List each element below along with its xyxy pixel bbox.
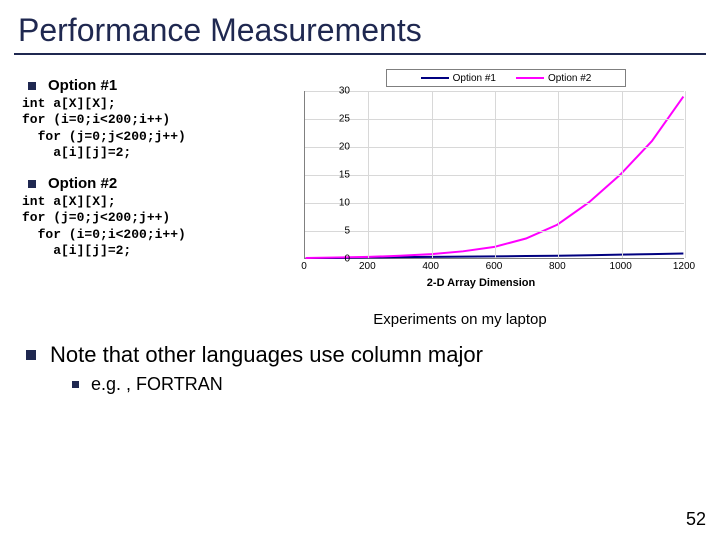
line-chart: Option #1 Option #2 2-D Array Dimension 0… bbox=[266, 69, 696, 299]
option2-heading: Option #2 bbox=[28, 175, 266, 192]
option1-label: Option #1 bbox=[48, 77, 117, 94]
xtick-label: 400 bbox=[422, 261, 439, 272]
legend-item: Option #2 bbox=[516, 73, 591, 84]
xtick-label: 0 bbox=[301, 261, 307, 272]
legend-item: Option #1 bbox=[421, 73, 496, 84]
ytick-label: 5 bbox=[320, 226, 350, 237]
ytick-label: 20 bbox=[320, 142, 350, 153]
subnote-row: e.g. , FORTRAN bbox=[72, 374, 702, 395]
xtick-label: 1200 bbox=[673, 261, 695, 272]
ytick-label: 25 bbox=[320, 114, 350, 125]
left-column: Option #1 int a[X][X]; for (i=0;i<200;i+… bbox=[18, 69, 266, 299]
square-bullet-icon bbox=[26, 350, 36, 360]
square-bullet-icon bbox=[72, 381, 79, 388]
page-number: 52 bbox=[686, 509, 706, 530]
ytick-label: 10 bbox=[320, 198, 350, 209]
option1-heading: Option #1 bbox=[28, 77, 266, 94]
note-row: Note that other languages use column maj… bbox=[26, 342, 702, 368]
option1-code: int a[X][X]; for (i=0;i<200;i++) for (j=… bbox=[22, 96, 266, 161]
option2-label: Option #2 bbox=[48, 175, 117, 192]
ytick-label: 0 bbox=[320, 254, 350, 265]
square-bullet-icon bbox=[28, 180, 36, 188]
subnote-text: e.g. , FORTRAN bbox=[91, 374, 223, 395]
option2-code: int a[X][X]; for (j=0;j<200;j++) for (i=… bbox=[22, 194, 266, 259]
square-bullet-icon bbox=[28, 82, 36, 90]
chart-caption: Experiments on my laptop bbox=[218, 311, 702, 328]
note-text: Note that other languages use column maj… bbox=[50, 342, 483, 368]
xtick-label: 1000 bbox=[610, 261, 632, 272]
xtick-label: 200 bbox=[359, 261, 376, 272]
chart-plot-area bbox=[304, 91, 684, 259]
chart-xlabel: 2-D Array Dimension bbox=[266, 277, 696, 289]
slide-title: Performance Measurements bbox=[0, 0, 720, 53]
ytick-label: 15 bbox=[320, 170, 350, 181]
xtick-label: 600 bbox=[486, 261, 503, 272]
xtick-label: 800 bbox=[549, 261, 566, 272]
title-underline bbox=[14, 53, 706, 55]
ytick-label: 30 bbox=[320, 86, 350, 97]
chart-legend: Option #1 Option #2 bbox=[386, 69, 626, 87]
